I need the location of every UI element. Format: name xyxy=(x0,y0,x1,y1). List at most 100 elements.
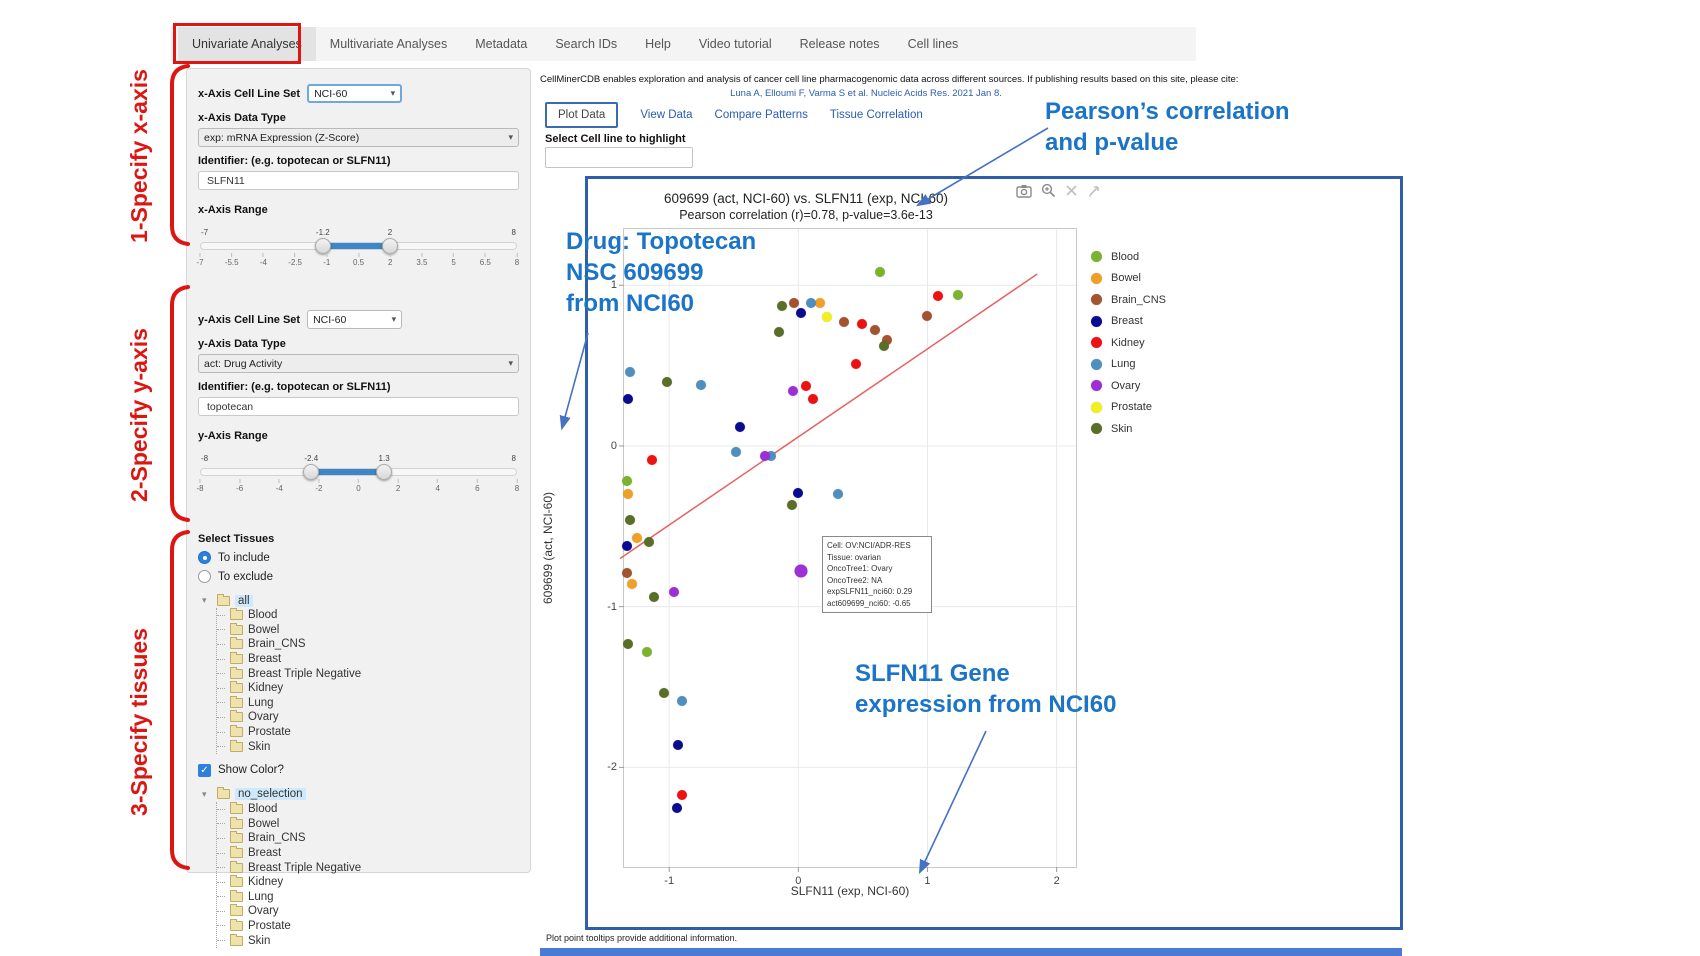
tree-item-breast-triple-negative[interactable]: Breast Triple Negative xyxy=(217,666,519,681)
data-point-kidney[interactable] xyxy=(856,318,867,329)
slider-handle-low[interactable] xyxy=(314,238,331,254)
nav-tab-search-ids[interactable]: Search IDs xyxy=(555,37,618,51)
data-point-blood[interactable] xyxy=(642,646,653,657)
legend-item-blood[interactable]: Blood xyxy=(1091,246,1166,268)
y-data-type-select[interactable]: act: Drug Activity ▾ xyxy=(198,354,519,373)
tree-item-bowel[interactable]: Bowel xyxy=(217,622,519,638)
tree-item-brain_cns[interactable]: Brain_CNS xyxy=(217,831,519,846)
data-point-lung[interactable] xyxy=(833,489,844,500)
slider-handle-low[interactable] xyxy=(303,464,320,480)
tree-item-prostate[interactable]: Prostate xyxy=(217,918,519,934)
tree-item-ovary[interactable]: Ovary xyxy=(217,904,519,919)
legend-item-breast[interactable]: Breast xyxy=(1091,311,1166,333)
data-point-blood[interactable] xyxy=(874,267,885,278)
data-point-breast[interactable] xyxy=(673,739,684,750)
legend-item-lung[interactable]: Lung xyxy=(1091,354,1166,376)
tree-root-all[interactable]: ▾ all xyxy=(202,593,519,608)
x-data-type-select[interactable]: exp: mRNA Expression (Z-Score) ▾ xyxy=(198,128,519,147)
tree-expand-icon[interactable]: ▾ xyxy=(202,595,207,605)
nav-tab-cell-lines[interactable]: Cell lines xyxy=(907,37,959,51)
data-point-ovary[interactable] xyxy=(669,587,680,598)
nav-tab-metadata[interactable]: Metadata xyxy=(475,37,528,51)
y-identifier-input[interactable] xyxy=(198,397,519,416)
tree-item-lung[interactable]: Lung xyxy=(217,695,519,711)
radio-icon[interactable] xyxy=(198,570,211,583)
data-point-kidney[interactable] xyxy=(807,394,818,405)
data-point-skin[interactable] xyxy=(622,638,633,649)
legend-item-skin[interactable]: Skin xyxy=(1091,418,1166,440)
data-point-lung[interactable] xyxy=(766,450,777,461)
tab-plot-data[interactable]: Plot Data xyxy=(545,102,619,128)
data-point-blood[interactable] xyxy=(953,289,964,300)
data-point-breast[interactable] xyxy=(671,802,682,813)
nav-tab-help[interactable]: Help xyxy=(645,37,671,51)
data-point-skin[interactable] xyxy=(786,500,797,511)
data-point-brain_cns[interactable] xyxy=(621,567,632,578)
x-cell-line-set-select[interactable]: NCI-60 ▾ xyxy=(307,84,403,103)
radio-to-exclude[interactable]: To exclude xyxy=(198,570,519,583)
data-point-kidney[interactable] xyxy=(932,291,943,302)
data-point-bowel[interactable] xyxy=(626,579,637,590)
legend-item-kidney[interactable]: Kidney xyxy=(1091,332,1166,354)
y-range-slider[interactable]: -2.4 1.3 -8 8 -8 -6 -4 -2 0 2 4 6 8 xyxy=(196,454,519,495)
close-icon[interactable] xyxy=(1065,184,1078,197)
slider-track[interactable]: -2.4 1.3 -8 8 xyxy=(200,454,517,480)
data-point-blood[interactable] xyxy=(621,476,632,487)
data-point-bowel[interactable] xyxy=(622,489,633,500)
data-point-breast[interactable] xyxy=(735,421,746,432)
data-point-breast[interactable] xyxy=(793,487,804,498)
data-point-kidney[interactable] xyxy=(677,789,688,800)
data-point-brain_cns[interactable] xyxy=(869,325,880,336)
highlight-cell-line-input[interactable] xyxy=(545,147,693,168)
nav-tab-multivariate-analyses[interactable]: Multivariate Analyses xyxy=(329,37,448,51)
data-point-kidney[interactable] xyxy=(801,381,812,392)
tab-tissue-correlation[interactable]: Tissue Correlation xyxy=(829,109,923,121)
data-point-breast[interactable] xyxy=(795,307,806,318)
data-point-lung[interactable] xyxy=(806,297,817,308)
tree-root-no_selection[interactable]: ▾ no_selection xyxy=(202,787,519,802)
data-point-ovary[interactable] xyxy=(759,450,770,461)
tree-item-ovary[interactable]: Ovary xyxy=(217,710,519,725)
tree-item-skin[interactable]: Skin xyxy=(217,739,519,754)
data-point-bowel[interactable] xyxy=(631,532,642,543)
data-point-breast[interactable] xyxy=(621,540,632,551)
nav-tab-release-notes[interactable]: Release notes xyxy=(799,37,880,51)
citation-link[interactable]: Luna A, Elloumi F, Varma S et al. Nuclei… xyxy=(730,88,1002,99)
tree-item-lung[interactable]: Lung xyxy=(217,889,519,905)
legend-item-prostate[interactable]: Prostate xyxy=(1091,397,1166,419)
tree-expand-icon[interactable]: ▾ xyxy=(202,788,207,799)
tree-item-skin[interactable]: Skin xyxy=(217,933,519,948)
data-point-brain_cns[interactable] xyxy=(789,297,800,308)
x-range-slider[interactable]: -1.2 2 -7 8 -7 -5.5 -4 -2.5 -1 0.5 2 3.5 5 6.5 8 xyxy=(196,228,519,269)
show-color-checkbox[interactable]: ✓ xyxy=(198,763,211,777)
tree-item-brain_cns[interactable]: Brain_CNS xyxy=(217,637,519,652)
data-point-lung[interactable] xyxy=(625,367,636,378)
tree-item-breast-triple-negative[interactable]: Breast Triple Negative xyxy=(217,860,519,875)
highlighted-data-point-ovary[interactable] xyxy=(794,564,808,578)
data-point-kidney[interactable] xyxy=(851,358,862,369)
show-color-row[interactable]: ✓ Show Color? xyxy=(198,763,519,777)
slider-handle-high[interactable] xyxy=(382,238,398,254)
tree-item-prostate[interactable]: Prostate xyxy=(217,725,519,740)
slider-track[interactable]: -1.2 2 -7 8 xyxy=(200,228,517,254)
radio-to-include[interactable]: To include xyxy=(198,551,519,564)
nav-tab-video-tutorial[interactable]: Video tutorial xyxy=(698,37,772,51)
tree-item-blood[interactable]: Blood xyxy=(217,608,519,623)
tree-item-breast[interactable]: Breast xyxy=(217,846,519,861)
data-point-lung[interactable] xyxy=(731,447,742,458)
data-point-skin[interactable] xyxy=(643,537,654,548)
pan-icon[interactable] xyxy=(1087,184,1101,198)
data-point-brain_cns[interactable] xyxy=(882,334,893,345)
slider-handle-high[interactable] xyxy=(376,464,393,480)
camera-icon[interactable] xyxy=(1016,184,1032,198)
data-point-skin[interactable] xyxy=(773,326,784,337)
legend-item-bowel[interactable]: Bowel xyxy=(1091,268,1166,290)
data-point-skin[interactable] xyxy=(648,592,659,602)
data-point-skin[interactable] xyxy=(625,514,636,525)
data-point-skin[interactable] xyxy=(661,376,672,387)
data-point-lung[interactable] xyxy=(696,379,707,390)
data-point-skin[interactable] xyxy=(659,688,670,699)
legend-item-brain_cns[interactable]: Brain_CNS xyxy=(1091,289,1166,311)
data-point-bowel[interactable] xyxy=(815,297,826,308)
data-point-lung[interactable] xyxy=(677,696,688,707)
